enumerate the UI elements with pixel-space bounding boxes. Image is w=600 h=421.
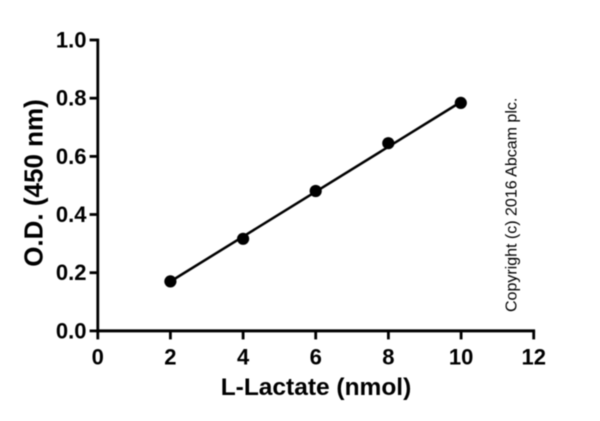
svg-text:10: 10: [449, 345, 473, 370]
svg-text:8: 8: [382, 345, 394, 370]
svg-text:0.6: 0.6: [56, 144, 87, 169]
svg-text:0.0: 0.0: [56, 318, 87, 343]
svg-text:2: 2: [164, 345, 176, 370]
svg-text:0: 0: [92, 345, 104, 370]
svg-text:1.0: 1.0: [56, 27, 87, 52]
svg-text:0.2: 0.2: [56, 260, 87, 285]
svg-text:O.D. (450 nm): O.D. (450 nm): [19, 99, 49, 267]
svg-text:12: 12: [521, 345, 545, 370]
svg-text:0.4: 0.4: [56, 202, 87, 227]
svg-text:4: 4: [237, 345, 250, 370]
svg-text:Copyright (c) 2016 Abcam plc.: Copyright (c) 2016 Abcam plc.: [504, 98, 521, 312]
svg-text:L-Lactate (nmol): L-Lactate (nmol): [221, 374, 412, 401]
svg-text:6: 6: [310, 345, 322, 370]
svg-text:0.8: 0.8: [56, 86, 87, 111]
